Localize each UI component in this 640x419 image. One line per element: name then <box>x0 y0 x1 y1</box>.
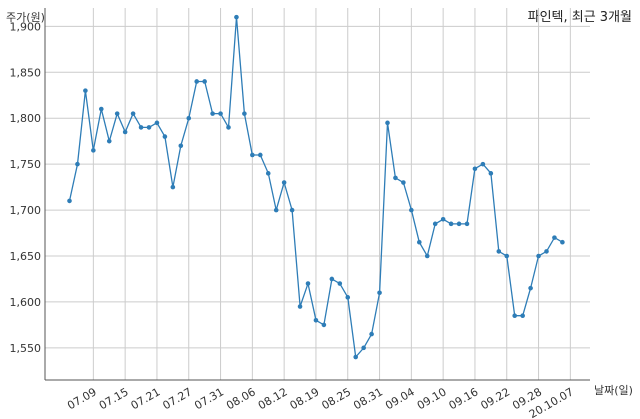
data-point <box>91 148 96 153</box>
data-point <box>321 322 327 328</box>
data-point <box>456 221 462 227</box>
x-tick-label: 08.19 <box>288 385 322 412</box>
data-point <box>440 216 446 222</box>
data-point <box>146 125 152 130</box>
data-point <box>106 138 112 144</box>
y-axis-label: 주가(원) <box>6 11 45 24</box>
y-tick-label: 1,600 <box>10 296 42 309</box>
x-tick-label: 08.12 <box>256 385 290 412</box>
data-point <box>226 125 231 130</box>
data-point <box>504 253 510 259</box>
x-tick-label: 07.15 <box>97 385 131 412</box>
x-tick-label: 08.06 <box>224 385 258 412</box>
data-point <box>464 221 470 227</box>
data-point <box>377 290 382 296</box>
y-tick-label: 1,700 <box>10 204 42 217</box>
data-point <box>83 88 88 93</box>
data-point <box>170 184 176 190</box>
y-tick-label: 1,900 <box>10 20 42 33</box>
data-point <box>337 281 343 286</box>
data-point <box>250 152 255 158</box>
data-point <box>385 120 390 126</box>
data-point <box>273 207 279 213</box>
x-tick-label: 09.04 <box>383 385 417 412</box>
data-point <box>488 171 494 176</box>
data-point <box>122 129 128 135</box>
data-point <box>313 317 319 323</box>
data-point <box>154 120 160 126</box>
data-point <box>409 207 414 213</box>
data-point <box>297 304 303 309</box>
data-point <box>289 207 295 213</box>
data-point <box>401 180 406 185</box>
data-point <box>305 281 311 286</box>
x-tick-label: 07.09 <box>65 385 99 412</box>
x-tick-label: 09.10 <box>415 385 449 412</box>
chart-title: 파인텍, 최근 3개월 <box>527 10 632 25</box>
data-point <box>242 111 247 116</box>
data-point <box>369 331 374 337</box>
data-point <box>329 276 335 282</box>
data-point <box>210 111 215 116</box>
y-tick-label: 1,850 <box>10 66 42 79</box>
data-point <box>138 125 144 130</box>
data-point <box>480 161 486 167</box>
data-point <box>417 239 422 245</box>
data-point <box>178 143 184 149</box>
data-point <box>234 14 239 20</box>
y-tick-label: 1,650 <box>10 250 42 263</box>
y-tick-label: 1,550 <box>10 342 42 355</box>
x-tick-label: 08.25 <box>319 385 353 412</box>
data-point <box>67 198 72 204</box>
data-point <box>528 285 533 291</box>
data-point <box>114 111 120 116</box>
data-point <box>496 249 502 254</box>
data-point <box>281 180 287 185</box>
data-point <box>536 253 541 259</box>
x-tick-label: 07.21 <box>129 385 163 412</box>
data-point <box>432 221 438 227</box>
data-point <box>472 166 478 172</box>
x-tick-label: 09.16 <box>447 385 481 412</box>
data-point <box>424 253 430 259</box>
data-point <box>130 111 136 116</box>
data-point <box>75 161 80 167</box>
data-point <box>448 221 454 227</box>
data-point <box>258 152 263 158</box>
data-point <box>202 79 207 84</box>
data-point <box>99 106 104 112</box>
data-point <box>393 175 398 181</box>
data-point <box>218 111 223 116</box>
data-point <box>560 239 565 245</box>
data-point <box>361 345 366 351</box>
data-point <box>353 354 359 360</box>
data-point <box>265 171 271 176</box>
data-point <box>552 235 557 240</box>
data-point <box>186 115 192 121</box>
x-tick-label: 07.31 <box>192 385 226 412</box>
data-point <box>345 295 351 300</box>
data-point <box>162 134 168 139</box>
x-tick-label: 07.27 <box>160 385 194 412</box>
x-axis-label: 날짜(일) <box>594 384 633 397</box>
data-point <box>194 79 199 84</box>
data-point <box>520 313 525 319</box>
y-tick-label: 1,800 <box>10 112 42 125</box>
y-tick-label: 1,750 <box>10 158 42 171</box>
x-tick-label: 08.31 <box>351 385 385 412</box>
data-point <box>512 313 517 319</box>
data-point <box>544 249 549 254</box>
x-tick-label: 09.22 <box>478 385 512 412</box>
